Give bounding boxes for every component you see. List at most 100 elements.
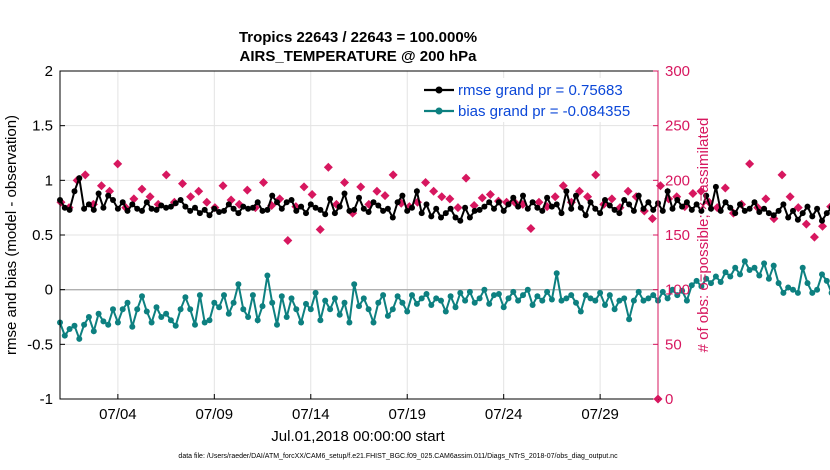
obs-count-point [186,192,196,202]
bias-point [708,280,714,287]
y-right-tick-label: 50 [665,336,682,353]
y-left-tick-label: 2 [45,63,53,80]
bias-point [129,323,136,330]
obs-count-point [259,178,269,188]
obs-count-point [437,192,447,202]
bias-point [568,292,575,299]
rmse-point [640,205,647,212]
rmse-point [177,197,184,203]
bias-point [177,306,184,313]
bias-point [196,292,203,299]
rmse-legend-label: rmse grand pr = 0.75683 [458,82,623,99]
bias-point [746,267,753,273]
obs-count-point [177,179,187,189]
rmse-point [770,212,777,219]
x-axis-label: Jul.01,2018 00:00:00 start [271,428,445,445]
bias-point [669,286,676,293]
rmse-point [71,188,78,195]
rmse-point [90,206,97,213]
bias-point [423,291,430,297]
y-right-tick-label: 200 [665,172,690,189]
bias-point [573,299,579,306]
y-left-tick-label: 1 [45,172,53,189]
obs-count-point [461,173,471,183]
rmse-point [765,210,772,217]
bias-point [134,306,141,313]
bias-point [245,314,252,320]
rmse-point [187,207,194,214]
rmse-point [635,192,642,199]
y-axis-label-left: rmse and bias (model - observation) [3,115,20,355]
x-tick-label: 07/24 [485,406,523,423]
rmse-point [100,204,107,211]
obs-count-point [429,186,439,196]
bias-point [698,283,705,290]
rmse-point [192,204,198,211]
bias-point [809,289,816,296]
bias-point [683,297,690,304]
bias-point [187,306,194,313]
rmse-point [134,205,141,212]
rmse-point [664,188,671,195]
bias-point [90,328,97,335]
chart-title: Tropics 22643 / 22643 = 100.000% [239,29,477,46]
rmse-point [457,217,464,224]
obs-count-point [356,182,366,192]
bias-point [597,289,604,296]
rmse-point [539,207,546,214]
bias-point [674,292,681,299]
rmse-point [693,201,700,208]
obs-count-point [388,170,398,180]
x-tick-label: 07/04 [99,406,137,423]
bias-point [61,332,68,339]
rmse-point [336,203,343,210]
rmse-point [61,204,68,211]
bias-point [732,264,739,271]
obs-count-point [793,203,803,213]
bias-point [438,297,444,304]
bias-point [780,289,787,296]
bias-point [447,293,454,300]
bias-point [100,318,107,325]
rmse-point [148,205,155,212]
rmse-point [167,203,174,210]
rmse-point [486,199,493,206]
rmse-point [409,204,415,211]
rmse-point [626,201,633,208]
rmse-point [254,199,261,206]
rmse-point [799,210,806,217]
bias-point [717,279,724,285]
obs-count-point [113,159,123,169]
bias-point [457,289,464,296]
bias-point [230,299,237,306]
bias-point [192,321,198,328]
bias-point [534,293,541,300]
rmse-point [452,214,459,221]
rmse-point [592,205,599,212]
rmse-point [732,210,739,217]
rmse-point [269,192,276,199]
bias-legend-swatch-marker [435,107,443,115]
rmse-point [659,207,666,214]
rmse-point [823,210,830,217]
rmse-point [433,205,440,212]
bias-point [794,289,801,296]
rmse-point [331,210,338,217]
obs-count-point [477,193,487,203]
rmse-point [428,213,435,220]
rmse-point [717,207,724,214]
rmse-point [529,199,536,206]
bias-point [66,326,73,332]
bias-point [240,306,247,313]
bias-point [693,277,700,284]
obs-count-point [96,181,106,191]
obs-count-point [453,203,463,213]
rmse-point [510,194,517,201]
y-left-tick-label: 0.5 [32,227,53,244]
obs-count-point [583,192,593,202]
bias-point [635,288,642,295]
bias-point [211,299,218,306]
rmse-point [370,199,377,206]
rmse-point [356,194,362,201]
rmse-point [520,192,526,199]
